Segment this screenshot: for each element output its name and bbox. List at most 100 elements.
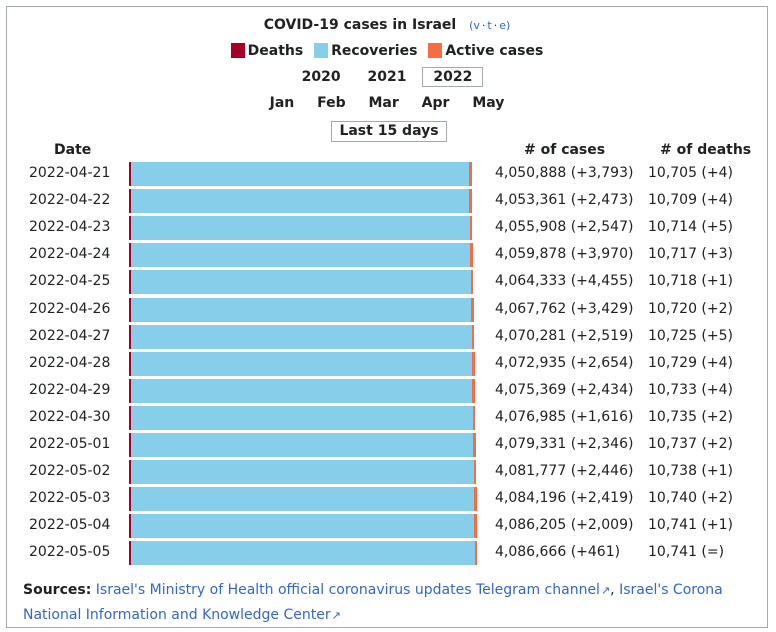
table-row: 2022-04-24 4,059,878 (+3,970) 10,717 (+3)	[7, 242, 767, 269]
bar-deaths	[129, 378, 131, 403]
bar-deaths	[129, 162, 131, 186]
edit-link[interactable]: e	[499, 19, 506, 32]
bar-recoveries	[131, 351, 473, 376]
legend-swatch-active	[428, 43, 443, 58]
date-label: 2022-04-24	[29, 246, 111, 263]
table-row: 2022-05-05 4,086,666 (+461) 10,741 (=)	[7, 540, 767, 567]
bar-active	[471, 324, 475, 349]
source-link-telegram[interactable]: Israel's Ministry of Health official cor…	[95, 582, 600, 598]
month-mar-button[interactable]: Mar	[368, 95, 399, 111]
chart-title-row: COVID-19 cases in Israel (v · t · e)	[7, 17, 767, 33]
bar-active	[471, 297, 474, 322]
cases-label: 4,076,985 (+1,616)	[495, 408, 634, 425]
bar-recoveries	[131, 378, 473, 403]
last-15-days-button[interactable]: Last 15 days	[331, 121, 447, 142]
year-2022-button[interactable]: 2022	[422, 67, 484, 87]
cases-label: 4,070,281 (+2,519)	[495, 327, 634, 344]
bar-recoveries	[131, 460, 474, 485]
bar-active	[474, 487, 477, 512]
bar-recoveries	[131, 541, 475, 566]
source-link-knowledge-center[interactable]: Israel's Corona National Information and…	[23, 582, 723, 623]
deaths-label: 10,740 (+2)	[648, 490, 733, 507]
legend-item-active: Active cases	[428, 43, 543, 59]
deaths-label: 10,741 (+1)	[648, 517, 733, 534]
table-row: 2022-04-30 4,076,985 (+1,616) 10,735 (+2)	[7, 405, 767, 432]
bar-active	[472, 351, 475, 376]
bar-recoveries	[131, 243, 471, 268]
view-link[interactable]: v	[473, 19, 480, 32]
bar-recoveries	[131, 514, 475, 539]
month-apr-button[interactable]: Apr	[421, 95, 450, 111]
bar-active	[473, 460, 477, 485]
cases-label: 4,081,777 (+2,446)	[495, 463, 634, 480]
table-row: 2022-05-04 4,086,205 (+2,009) 10,741 (+1)	[7, 513, 767, 540]
legend-item-deaths: Deaths	[230, 43, 304, 59]
cases-label: 4,075,369 (+2,434)	[495, 381, 634, 398]
year-2021-button[interactable]: 2021	[367, 69, 407, 85]
cases-label: 4,055,908 (+2,547)	[495, 219, 634, 236]
cases-label: 4,059,878 (+3,970)	[495, 246, 634, 263]
date-label: 2022-04-21	[29, 165, 111, 181]
header-date: Date	[54, 142, 92, 158]
legend-swatch-recoveries	[314, 43, 329, 58]
date-label: 2022-04-26	[29, 300, 111, 317]
deaths-label: 10,714 (+5)	[648, 219, 733, 236]
bar-active	[472, 378, 475, 403]
talk-link[interactable]: t	[487, 19, 492, 32]
cases-label: 4,084,196 (+2,419)	[495, 490, 634, 507]
table-row: 2022-05-02 4,081,777 (+2,446) 10,738 (+1)	[7, 459, 767, 486]
bar-active	[474, 541, 478, 566]
bar-recoveries	[131, 324, 472, 349]
bar-deaths	[129, 514, 131, 539]
cases-label: 4,067,762 (+3,429)	[495, 300, 634, 317]
date-label: 2022-04-29	[29, 381, 111, 398]
date-label: 2022-04-25	[29, 273, 111, 290]
date-label: 2022-04-28	[29, 354, 111, 371]
external-link-icon: ↗	[600, 584, 611, 597]
bar-active	[469, 216, 473, 241]
deaths-label: 10,709 (+4)	[648, 192, 733, 209]
date-label: 2022-05-02	[29, 463, 111, 480]
deaths-label: 10,725 (+5)	[648, 327, 733, 344]
bar-active	[469, 189, 473, 214]
cases-label: 4,086,205 (+2,009)	[495, 517, 634, 534]
date-label: 2022-04-22	[29, 192, 111, 209]
cases-label: 4,050,888 (+3,793)	[495, 165, 634, 181]
cases-label: 4,064,333 (+4,455)	[495, 273, 634, 290]
bar-deaths	[129, 243, 131, 268]
sources: Sources: Israel's Ministry of Health off…	[23, 578, 753, 628]
date-label: 2022-05-05	[29, 544, 111, 561]
sources-separator: ,	[610, 582, 620, 598]
table-row: 2022-05-03 4,084,196 (+2,419) 10,740 (+2)	[7, 486, 767, 513]
date-label: 2022-05-01	[29, 436, 111, 452]
bar-recoveries	[131, 162, 470, 186]
bar-active	[469, 162, 473, 186]
bar-recoveries	[131, 216, 470, 241]
bar-recoveries	[131, 297, 472, 322]
table-row: 2022-04-29 4,075,369 (+2,434) 10,733 (+4)	[7, 378, 767, 405]
bar-deaths	[129, 216, 131, 241]
legend-swatch-deaths	[230, 43, 245, 58]
month-may-button[interactable]: May	[472, 95, 505, 111]
deaths-label: 10,741 (=)	[648, 544, 725, 561]
month-jan-button[interactable]: Jan	[269, 95, 295, 111]
deaths-label: 10,705 (+4)	[648, 165, 733, 181]
bar-recoveries	[131, 405, 473, 430]
table-row: 2022-04-21 4,050,888 (+3,793) 10,705 (+4)	[7, 161, 767, 188]
date-label: 2022-05-04	[29, 517, 111, 534]
legend-label-recoveries: Recoveries	[331, 43, 418, 59]
legend-label-deaths: Deaths	[247, 43, 304, 59]
bar-recoveries	[131, 189, 470, 214]
deaths-label: 10,737 (+2)	[648, 436, 733, 452]
sources-label: Sources:	[23, 582, 92, 598]
external-link-icon: ↗	[331, 609, 341, 622]
month-feb-button[interactable]: Feb	[317, 95, 346, 111]
year-2020-button[interactable]: 2020	[301, 69, 341, 85]
bar-active	[470, 270, 474, 295]
bar-deaths	[129, 460, 131, 485]
chart-title: COVID-19 cases in Israel	[263, 17, 457, 33]
cases-label: 4,079,331 (+2,346)	[495, 436, 634, 452]
header-deaths: # of deaths	[660, 142, 752, 158]
bar-recoveries	[131, 270, 471, 295]
legend: Deaths Recoveries Active cases	[7, 43, 767, 59]
